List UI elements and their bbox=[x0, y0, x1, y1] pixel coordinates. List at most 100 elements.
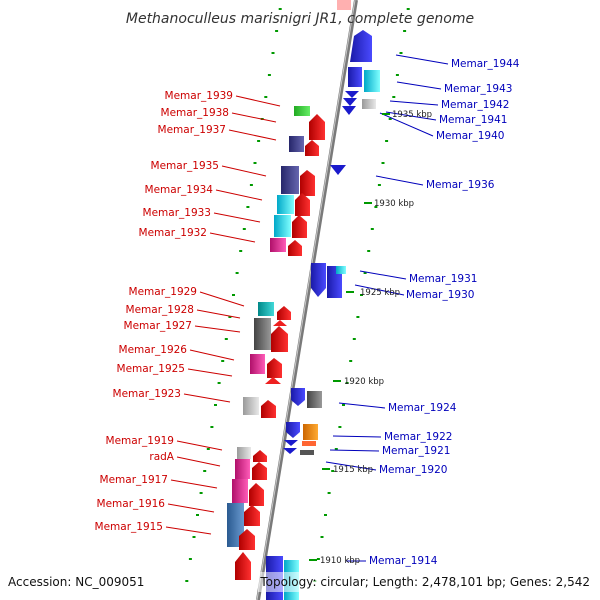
gene-label[interactable]: Memar_1936 bbox=[426, 179, 495, 191]
gene-feature[interactable] bbox=[270, 238, 286, 252]
gene-label[interactable]: Memar_1939 bbox=[165, 90, 233, 102]
gene-feature[interactable] bbox=[254, 318, 271, 350]
gene-label[interactable]: Memar_1944 bbox=[451, 58, 520, 70]
gene-feature[interactable] bbox=[253, 450, 267, 462]
gene-label[interactable]: Memar_1938 bbox=[161, 107, 229, 119]
gene-label[interactable]: Memar_1919 bbox=[106, 435, 174, 447]
gene-label[interactable]: Memar_1916 bbox=[97, 498, 166, 510]
gene-feature[interactable] bbox=[309, 114, 325, 140]
gene-feature[interactable] bbox=[283, 448, 297, 454]
gene-label[interactable]: radA bbox=[149, 451, 174, 463]
track-dot bbox=[188, 558, 192, 560]
kbp-tick-label: 1925 kbp bbox=[360, 288, 400, 298]
gene-feature[interactable] bbox=[302, 441, 316, 446]
gene-feature[interactable] bbox=[348, 67, 362, 87]
gene-feature[interactable] bbox=[277, 195, 294, 214]
gene-label[interactable]: Memar_1917 bbox=[100, 474, 168, 486]
gene-label[interactable]: Memar_1933 bbox=[143, 207, 211, 219]
track-dot bbox=[342, 404, 345, 406]
gene-feature[interactable] bbox=[244, 505, 260, 526]
gene-label[interactable]: Memar_1941 bbox=[439, 114, 507, 126]
gene-feature[interactable] bbox=[362, 99, 376, 109]
gene-feature[interactable] bbox=[311, 263, 326, 297]
gene-feature[interactable] bbox=[295, 193, 310, 216]
track-dot bbox=[239, 250, 243, 252]
kbp-tick-label: 1920 kbp bbox=[344, 377, 384, 387]
track-dot bbox=[356, 316, 360, 318]
gene-label[interactable]: Memar_1924 bbox=[388, 402, 457, 414]
gene-feature[interactable] bbox=[289, 136, 304, 152]
gene-label[interactable]: Memar_1926 bbox=[119, 344, 188, 356]
track-dot bbox=[271, 52, 275, 54]
gene-label[interactable]: Memar_1925 bbox=[117, 363, 185, 375]
gene-label[interactable]: Memar_1923 bbox=[113, 388, 181, 400]
gene-feature[interactable] bbox=[243, 397, 259, 415]
gene-label[interactable]: Memar_1934 bbox=[145, 184, 214, 196]
gene-label[interactable]: Memar_1928 bbox=[126, 304, 194, 316]
gene-feature[interactable] bbox=[250, 354, 265, 374]
gene-feature[interactable] bbox=[281, 166, 299, 194]
track-dot bbox=[345, 382, 349, 384]
track-dot bbox=[381, 162, 385, 164]
gene-feature[interactable] bbox=[330, 165, 346, 175]
gene-label[interactable]: Memar_1932 bbox=[139, 227, 207, 239]
gene-feature[interactable] bbox=[305, 140, 319, 156]
gene-feature[interactable] bbox=[267, 358, 282, 378]
gene-feature[interactable] bbox=[292, 215, 307, 238]
track-dot bbox=[196, 514, 199, 516]
gene-feature[interactable] bbox=[336, 266, 346, 274]
gene-feature[interactable] bbox=[294, 106, 310, 116]
track-dot bbox=[324, 514, 327, 516]
track-dot bbox=[278, 8, 282, 10]
gene-feature[interactable] bbox=[303, 424, 318, 440]
gene-feature[interactable] bbox=[237, 447, 251, 459]
gene-feature[interactable] bbox=[291, 388, 305, 406]
gene-label[interactable]: Memar_1940 bbox=[436, 130, 504, 142]
gene-label[interactable]: Memar_1927 bbox=[124, 320, 192, 332]
gene-label[interactable]: Memar_1915 bbox=[95, 521, 163, 533]
gene-label[interactable]: Memar_1935 bbox=[151, 160, 219, 172]
gene-label[interactable]: Memar_1914 bbox=[369, 555, 438, 567]
gene-feature[interactable] bbox=[274, 215, 291, 237]
gene-feature[interactable] bbox=[345, 91, 359, 98]
gene-feature[interactable] bbox=[286, 422, 300, 438]
gene-feature[interactable] bbox=[284, 440, 298, 446]
gene-label[interactable]: Memar_1942 bbox=[441, 99, 509, 111]
gene-feature[interactable] bbox=[364, 70, 380, 92]
genome-backbone bbox=[256, 0, 358, 600]
right-gene-labels: Memar_1944 Memar_1943 Memar_1942 Memar_1… bbox=[369, 58, 520, 567]
gene-label[interactable]: Memar_1920 bbox=[379, 464, 447, 476]
track-dot bbox=[320, 536, 324, 538]
gene-feature[interactable] bbox=[235, 459, 250, 479]
gene-label[interactable]: Memar_1922 bbox=[384, 431, 452, 443]
gene-label[interactable]: Memar_1937 bbox=[158, 124, 226, 136]
gene-feature[interactable] bbox=[265, 377, 281, 384]
gene-feature[interactable] bbox=[273, 320, 287, 326]
gene-feature[interactable] bbox=[239, 529, 255, 550]
gene-feature[interactable] bbox=[261, 400, 276, 418]
gene-label[interactable]: Memar_1931 bbox=[409, 273, 477, 285]
gene-feature[interactable] bbox=[288, 240, 302, 256]
gene-feature[interactable] bbox=[337, 0, 351, 10]
gene-feature[interactable] bbox=[249, 483, 264, 506]
gene-feature[interactable] bbox=[252, 462, 267, 480]
label-leader-lines bbox=[165, 54, 449, 562]
gene-feature[interactable] bbox=[258, 302, 274, 316]
gene-label[interactable]: Memar_1943 bbox=[444, 83, 512, 95]
track-dot bbox=[267, 74, 271, 76]
gene-label[interactable]: Memar_1921 bbox=[382, 445, 450, 457]
gene-feature[interactable] bbox=[300, 170, 315, 196]
gene-label[interactable]: Memar_1930 bbox=[406, 289, 474, 301]
gene-feature[interactable] bbox=[343, 98, 357, 106]
gene-feature[interactable] bbox=[277, 306, 291, 320]
gene-feature[interactable] bbox=[235, 552, 251, 580]
track-dot bbox=[185, 580, 189, 582]
gene-feature[interactable] bbox=[232, 479, 248, 503]
gene-feature[interactable] bbox=[342, 106, 356, 115]
gene-feature[interactable] bbox=[271, 326, 288, 352]
gene-feature[interactable] bbox=[307, 391, 322, 408]
gene-feature[interactable] bbox=[350, 30, 372, 62]
gene-label[interactable]: Memar_1929 bbox=[129, 286, 197, 298]
track-dot bbox=[206, 448, 210, 450]
gene-feature[interactable] bbox=[300, 450, 314, 455]
